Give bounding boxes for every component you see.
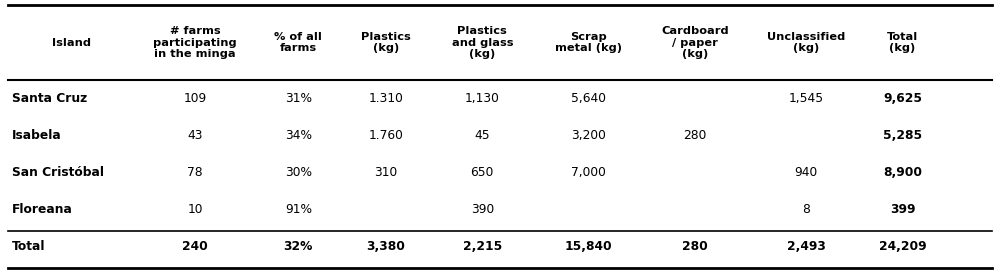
Text: 240: 240 <box>182 240 208 253</box>
Text: 310: 310 <box>374 166 397 179</box>
Text: 8: 8 <box>802 203 810 216</box>
Text: 3,200: 3,200 <box>571 129 606 142</box>
Text: 390: 390 <box>471 203 494 216</box>
Text: 24,209: 24,209 <box>879 240 926 253</box>
Text: San Cristóbal: San Cristóbal <box>12 166 104 179</box>
Text: Island: Island <box>52 37 91 48</box>
Text: 78: 78 <box>187 166 203 179</box>
Text: 10: 10 <box>187 203 203 216</box>
Text: 8,900: 8,900 <box>883 166 922 179</box>
Text: 1,545: 1,545 <box>788 92 824 105</box>
Text: 45: 45 <box>474 129 490 142</box>
Text: 3,380: 3,380 <box>366 240 405 253</box>
Text: Total: Total <box>12 240 46 253</box>
Text: 1.310: 1.310 <box>368 92 403 105</box>
Text: 91%: 91% <box>285 203 312 216</box>
Text: 5,640: 5,640 <box>571 92 606 105</box>
Text: % of all
farms: % of all farms <box>274 32 322 53</box>
Text: 9,625: 9,625 <box>883 92 922 105</box>
Text: Cardboard
/ paper
(kg): Cardboard / paper (kg) <box>661 26 729 59</box>
Text: 109: 109 <box>183 92 207 105</box>
Text: 280: 280 <box>682 240 708 253</box>
Text: 43: 43 <box>187 129 203 142</box>
Text: Scrap
metal (kg): Scrap metal (kg) <box>555 32 622 53</box>
Text: Santa Cruz: Santa Cruz <box>12 92 87 105</box>
Text: Total
(kg): Total (kg) <box>887 32 918 53</box>
Text: 2,215: 2,215 <box>463 240 502 253</box>
Text: 280: 280 <box>683 129 707 142</box>
Text: 7,000: 7,000 <box>571 166 606 179</box>
Text: 5,285: 5,285 <box>883 129 922 142</box>
Text: 1,130: 1,130 <box>465 92 500 105</box>
Text: Plastics
(kg): Plastics (kg) <box>361 32 411 53</box>
Text: 15,840: 15,840 <box>565 240 612 253</box>
Text: 1.760: 1.760 <box>368 129 403 142</box>
Text: 31%: 31% <box>285 92 312 105</box>
Text: Floreana: Floreana <box>12 203 73 216</box>
Text: Unclassified
(kg): Unclassified (kg) <box>767 32 845 53</box>
Text: 32%: 32% <box>284 240 313 253</box>
Text: 399: 399 <box>890 203 915 216</box>
Text: Isabela: Isabela <box>12 129 62 142</box>
Text: Plastics
and glass
(kg): Plastics and glass (kg) <box>452 26 513 59</box>
Text: # farms
participating
in the minga: # farms participating in the minga <box>153 26 237 59</box>
Text: 2,493: 2,493 <box>787 240 825 253</box>
Text: 34%: 34% <box>285 129 312 142</box>
Text: 30%: 30% <box>285 166 312 179</box>
Text: 650: 650 <box>471 166 494 179</box>
Text: 940: 940 <box>794 166 818 179</box>
